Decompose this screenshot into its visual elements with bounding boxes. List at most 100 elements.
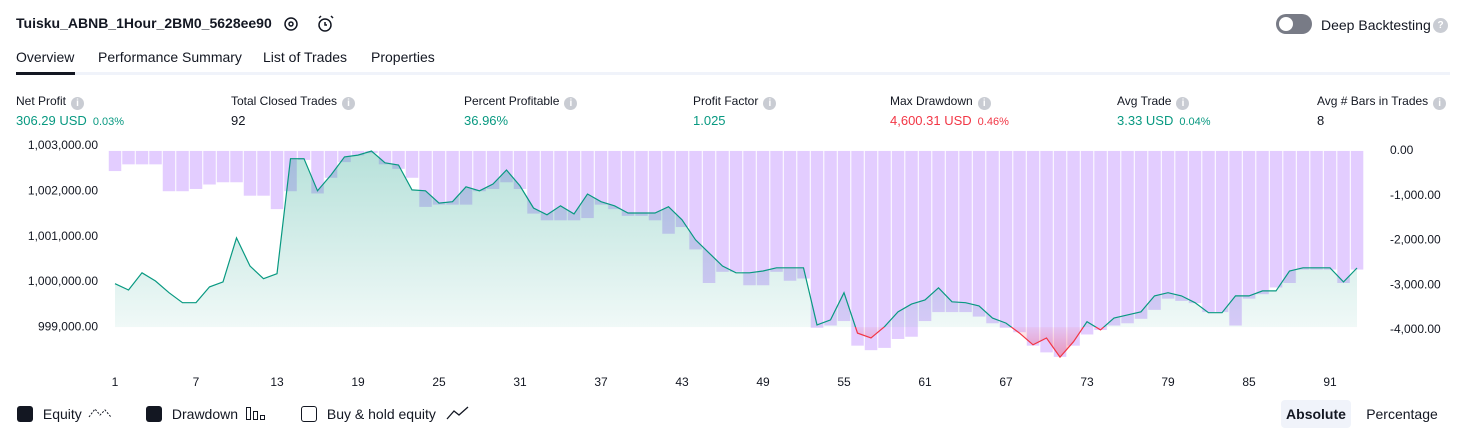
drawdown-bar (594, 150, 608, 205)
equity-line (114, 150, 1358, 359)
drawdown-bar (945, 150, 959, 313)
x-tick-label: 85 (1242, 375, 1256, 389)
info-icon: i (564, 97, 578, 110)
toggle-label: Deep Backtesting (1321, 17, 1431, 33)
metric-value-text: 1.025 (693, 113, 726, 128)
y2-tick-label: 0.00 (1390, 143, 1414, 157)
drawdown-bar (351, 150, 365, 156)
info-icon: i (977, 97, 991, 110)
metric-value-text: 8 (1317, 113, 1325, 128)
drawdown-bar (1175, 150, 1188, 301)
drawdown-bar (729, 150, 743, 272)
drawdown-bar (108, 150, 122, 172)
option-label: Equity (42, 406, 82, 422)
deep-backtesting-toggle[interactable] (1276, 14, 1312, 34)
y2-tick-label: -3,000.00 (1390, 277, 1441, 291)
drawdown-bar (891, 150, 905, 339)
settings-icon[interactable] (282, 15, 300, 33)
drawdown-bar (1080, 150, 1094, 335)
drawdown-bar (540, 150, 554, 221)
checkbox-unchecked[interactable] (301, 406, 317, 422)
drawdown-bar (648, 150, 662, 221)
metric-value-text: 4,600.31 USD (890, 113, 972, 128)
y2-tick-label: -2,000.00 (1390, 233, 1441, 247)
drawdown-bar (446, 150, 459, 205)
buy-hold-option[interactable]: Buy & hold equity (301, 406, 436, 422)
equity-option[interactable]: Equity (17, 406, 82, 422)
metric-change: 0.46% (977, 116, 1009, 128)
drawdown-bar (567, 150, 581, 221)
drawdown-icon (246, 407, 265, 420)
drawdown-bar (135, 150, 149, 165)
drawdown-bar (257, 150, 270, 196)
drawdown-bar (1013, 150, 1026, 333)
drawdown-bar (405, 150, 419, 178)
tab[interactable]: List of Trades (263, 49, 348, 65)
tab[interactable]: Properties (371, 49, 435, 65)
percentage-button[interactable]: Percentage (1359, 400, 1445, 428)
drawdown-bar (513, 150, 527, 189)
x-tick-label: 49 (756, 375, 770, 389)
absolute-button[interactable]: Absolute (1281, 400, 1351, 428)
strategy-title: Tuisku_ABNB_1Hour_2BM0_5628ee90 (16, 15, 272, 31)
drawdown-bar (1107, 150, 1121, 326)
drawdown-bar (608, 150, 621, 210)
y-tick-label: 1,001,000.00 (28, 229, 98, 243)
drawdown-bar (770, 150, 783, 272)
drawdown-bar (797, 150, 810, 279)
drawdown-bar (999, 150, 1013, 328)
metric-value: 3.33 USD 0.04% (1117, 113, 1211, 128)
tab[interactable]: Overview (16, 49, 75, 65)
drawdown-bar (216, 150, 230, 183)
help-icon[interactable]: ? (1433, 18, 1448, 33)
metric-change: 0.03% (92, 116, 125, 128)
metric-label-text: Avg Trade (1117, 94, 1172, 108)
active-tab-underline (16, 72, 75, 75)
drawdown-bar (203, 150, 216, 185)
metric-label-text: Max Drawdown (890, 94, 973, 108)
drawdown-bar (473, 150, 486, 192)
drawdown-bar (1323, 150, 1337, 270)
metric-change: 0.04% (1179, 116, 1211, 128)
x-tick-label: 79 (1161, 375, 1175, 389)
drawdown-bar (783, 150, 797, 281)
metric-label: Avg # Bars in Trades i (1317, 94, 1447, 110)
drawdown-bar (1310, 150, 1323, 270)
drawdown-bar (743, 150, 756, 286)
alert-icon[interactable] (316, 14, 336, 34)
drawdown-bar (878, 150, 891, 348)
drawdown-bar (432, 150, 446, 205)
drawdown-bar (1229, 150, 1242, 326)
x-tick-label: 91 (1323, 375, 1337, 389)
drawdown-bar (1242, 150, 1256, 299)
drawdown-bar (1121, 150, 1134, 324)
drawdown-bar (1026, 150, 1040, 346)
drawdown-bar (932, 150, 945, 313)
metric-value-text: 92 (231, 113, 246, 128)
checkbox-checked[interactable] (17, 406, 33, 422)
metric-label: Max Drawdown i (890, 94, 991, 110)
tab[interactable]: Performance Summary (98, 49, 242, 65)
metric-value-text: 306.29 USD (16, 113, 87, 128)
drawdown-bar (621, 150, 635, 216)
x-tick-label: 73 (1080, 375, 1094, 389)
drawdown-bar (689, 150, 702, 250)
metric-label: Profit Factor i (693, 94, 777, 110)
drawdown-bar (1161, 150, 1175, 299)
checkbox-checked[interactable] (146, 406, 162, 422)
x-tick-label: 61 (918, 375, 932, 389)
drawdown-bar (986, 150, 999, 324)
x-tick-label: 31 (513, 375, 527, 389)
drawdown-bar (635, 150, 648, 216)
x-tick-label: 25 (432, 375, 446, 389)
option-label: Drawdown (171, 406, 239, 422)
metric-label: Total Closed Trades i (231, 94, 356, 110)
drawdown-bar (162, 150, 176, 192)
x-tick-label: 43 (675, 375, 689, 389)
drawdown-option[interactable]: Drawdown (146, 406, 238, 422)
drawdown-bar (1215, 150, 1229, 313)
y-tick-label: 1,000,000.00 (28, 274, 98, 288)
metric-value: 306.29 USD 0.03% (16, 113, 124, 128)
